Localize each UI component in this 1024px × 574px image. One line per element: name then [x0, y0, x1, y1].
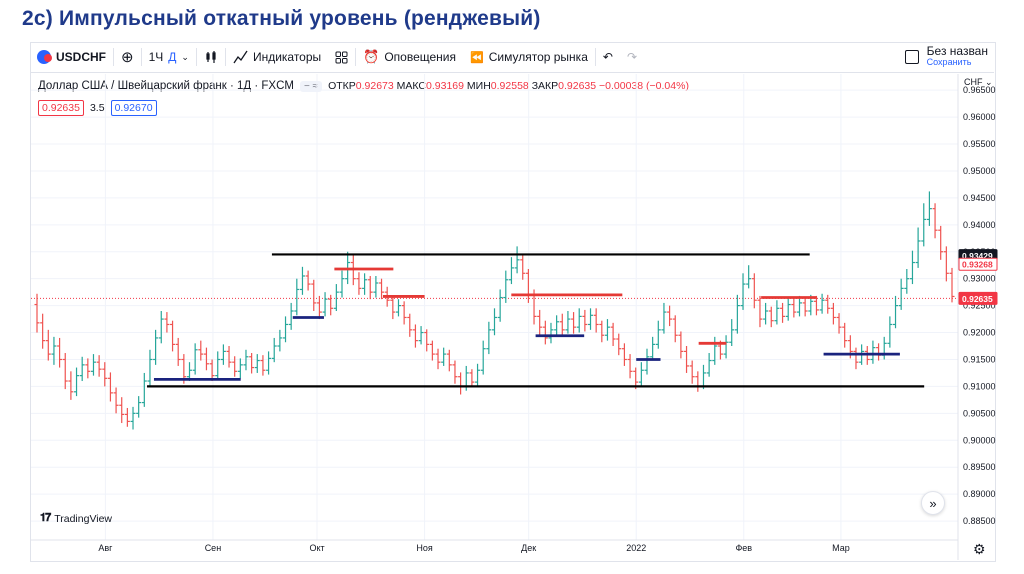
ohlc-values: ОТКР0.92673 МАКС0.93169 МИН0.92558 ЗАКР0…	[328, 80, 689, 92]
visibility-toggle[interactable]: − ≈	[299, 80, 323, 92]
y-tick-label: 0.89000	[963, 489, 996, 499]
toolbar-divider	[113, 48, 114, 66]
indicators-icon	[233, 50, 248, 64]
y-tick-label: 0.88500	[963, 516, 996, 526]
alerts-label: Оповещения	[384, 50, 457, 64]
symbol-label: USDCHF	[56, 50, 106, 64]
currency-pair-icon	[37, 50, 52, 64]
indicators-button[interactable]: Индикаторы	[226, 42, 328, 72]
trade-inputs: 0.92635 3.5 0.92670	[38, 100, 157, 116]
y-tick-label: 0.94000	[963, 220, 996, 230]
x-tick-label: Авг	[98, 543, 113, 553]
tradingview-logo[interactable]: 𝟏𝟕 TradingView	[40, 512, 112, 525]
toolbar-divider	[195, 48, 197, 66]
x-tick-label: Сен	[205, 543, 222, 553]
x-tick-label: Окт	[309, 543, 324, 553]
high-label: МАКС	[396, 80, 427, 92]
interval-button[interactable]: 1Ч Д ⌄	[142, 42, 196, 72]
redo-button[interactable]: ↷	[620, 42, 644, 72]
y-tick-label: 0.92000	[963, 328, 996, 338]
rewind-icon: ⏪	[470, 51, 484, 64]
sell-price-button[interactable]: 0.92635	[38, 100, 84, 116]
chevron-down-icon: ⌄	[181, 51, 189, 62]
interval-label: 1Ч	[148, 50, 164, 64]
grid-icon	[335, 51, 348, 63]
tradingview-mark-icon: 𝟏𝟕	[40, 512, 51, 524]
alarm-clock-icon: ⏰	[363, 49, 380, 64]
y-tick-label: 0.96500	[963, 85, 996, 95]
chart-toolbar: USDCHF ⊕ 1Ч Д ⌄ Индикаторы ⏰ Оповещения …	[30, 42, 994, 73]
y-tick-label: 0.90500	[963, 408, 996, 418]
x-tick-label: Фев	[735, 543, 752, 553]
y-tick-label: 0.94500	[963, 193, 996, 203]
x-tick-label: Дек	[521, 543, 536, 553]
toolbar-divider	[594, 48, 596, 66]
alerts-button[interactable]: ⏰ Оповещения	[356, 42, 463, 72]
layout-square-icon[interactable]	[904, 50, 919, 64]
toolbar-divider	[140, 48, 142, 66]
redo-icon: ↷	[626, 50, 637, 64]
save-link[interactable]: Сохранить	[926, 57, 972, 67]
minus-icon: −	[303, 80, 310, 92]
x-tick-label: Мар	[832, 543, 850, 553]
y-tick-label: 0.96000	[963, 112, 996, 122]
toolbar-divider	[224, 48, 226, 66]
undo-icon: ↶	[602, 50, 613, 64]
gear-icon[interactable]: ⚙	[973, 541, 986, 557]
chart-type-button[interactable]	[197, 42, 225, 72]
close-value: 0.92635	[558, 80, 597, 92]
layout-name[interactable]: Без назван Сохранить	[926, 44, 988, 68]
y-tick-label: 0.95000	[963, 166, 996, 176]
chart-legend: Доллар США / Швейцарский франк · 1Д · FX…	[38, 80, 689, 92]
y-tick-label: 0.95500	[963, 139, 996, 149]
axis-currency-label: CHF	[964, 77, 983, 87]
price-label: 0.92635	[962, 294, 993, 304]
price-label-box	[958, 257, 998, 271]
undo-button[interactable]: ↶	[596, 42, 620, 72]
instrument-title: Доллар США / Швейцарский франк · 1Д · FX…	[38, 80, 294, 92]
buy-price-button[interactable]: 0.92670	[110, 100, 157, 116]
x-tick-label: Ноя	[416, 543, 433, 553]
low-label: МИН	[466, 80, 491, 92]
scroll-to-realtime-button[interactable]: »	[921, 491, 945, 515]
layout-title: Без назван	[926, 44, 988, 58]
close-label: ЗАКР	[531, 80, 559, 92]
open-value: 0.92673	[355, 80, 394, 92]
price-label: 0.93429	[962, 251, 993, 261]
templates-button[interactable]	[328, 42, 355, 72]
compare-button[interactable]: ⊕	[114, 42, 141, 72]
y-tick-label: 0.90000	[963, 435, 996, 445]
interval-alt-label: Д	[168, 50, 177, 64]
price-label: 0.93268	[962, 260, 993, 270]
plus-circle-icon: ⊕	[121, 49, 134, 66]
y-tick-label: 0.91500	[963, 354, 996, 364]
symbol-search-button[interactable]: USDCHF	[30, 42, 113, 72]
slide-title: 2c) Импульсный откатный уровень (ренджев…	[22, 7, 541, 30]
price-label-box	[958, 291, 998, 305]
candles-icon	[206, 51, 216, 63]
open-label: ОТКР	[328, 80, 356, 92]
x-tick-label: 2022	[626, 543, 646, 553]
change-value: −0.00038 (−0.04%)	[599, 80, 689, 92]
double-chevron-right-icon: »	[929, 495, 937, 511]
axis-currency[interactable]: CHF ⌄	[964, 77, 993, 88]
replay-label: Симулятор рынка	[488, 50, 588, 64]
replay-button[interactable]: ⏪ Симулятор рынка	[463, 42, 595, 72]
y-tick-label: 0.91000	[963, 381, 996, 391]
chevron-down-icon: ⌄	[985, 77, 993, 87]
y-tick-label: 0.93000	[963, 274, 996, 284]
indicators-label: Индикаторы	[252, 50, 322, 64]
y-tick-label: 0.92500	[963, 301, 996, 311]
brand-name: TradingView	[54, 512, 113, 525]
low-value: 0.92558	[490, 80, 529, 92]
toolbar-divider	[355, 48, 357, 66]
y-tick-label: 0.89500	[963, 462, 996, 472]
high-value: 0.93169	[426, 80, 464, 92]
approx-icon: ≈	[312, 80, 319, 92]
spread-value: 3.5	[89, 102, 105, 114]
